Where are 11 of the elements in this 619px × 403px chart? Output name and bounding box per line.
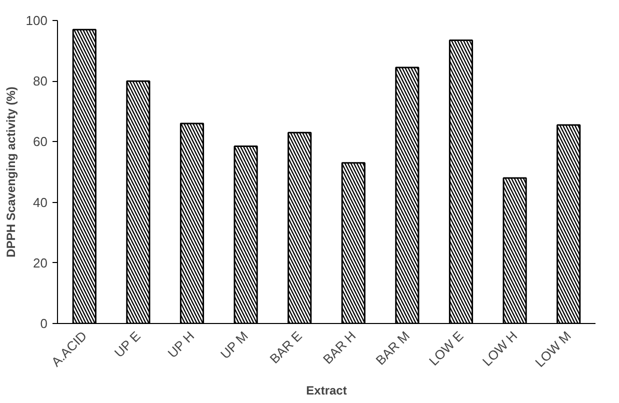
y-tick-label: 0 <box>40 316 48 331</box>
y-tick-label: 40 <box>33 194 48 210</box>
y-tick-label: 60 <box>33 134 48 150</box>
y-tick-label: 100 <box>26 13 48 28</box>
x-axis-title: Extract <box>306 383 347 398</box>
y-tick-label: 80 <box>33 74 48 89</box>
x-tick-label: UP M <box>218 328 251 362</box>
x-tick-label: UP H <box>164 328 198 361</box>
y-axis-title: DPPH Scavenging activity (%) <box>4 86 18 258</box>
x-tick-label: UP E <box>111 328 144 360</box>
y-tick-label: 20 <box>33 255 48 270</box>
